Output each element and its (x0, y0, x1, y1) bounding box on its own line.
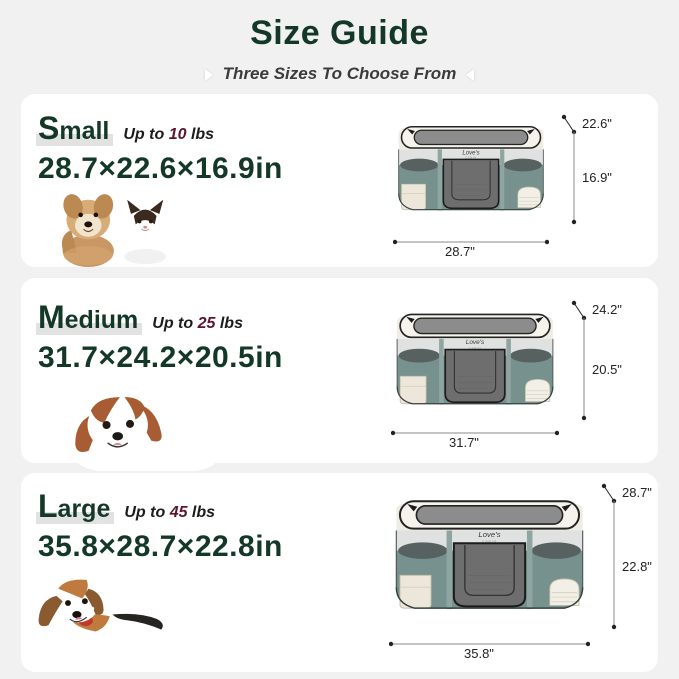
svg-text:31.7": 31.7" (449, 435, 479, 450)
svg-text:20.5": 20.5" (592, 362, 622, 377)
svg-text:16.9": 16.9" (582, 170, 612, 185)
svg-text:28.7": 28.7" (445, 244, 475, 259)
svg-text:22.8": 22.8" (622, 559, 652, 574)
svg-text:24.2": 24.2" (592, 302, 622, 317)
svg-text:28.7": 28.7" (622, 485, 652, 500)
svg-text:35.8": 35.8" (464, 646, 494, 661)
svg-text:22.6": 22.6" (582, 116, 612, 131)
